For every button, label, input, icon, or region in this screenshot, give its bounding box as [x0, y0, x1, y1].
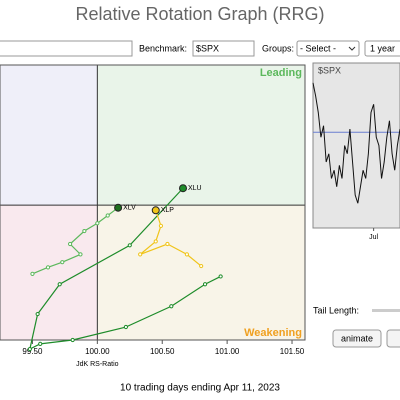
groups-label: Groups:: [262, 43, 294, 53]
mini-x-tick-label: Jul: [369, 234, 378, 241]
tail-point: [184, 252, 189, 257]
tail-point: [165, 241, 170, 247]
tail-point: [199, 263, 204, 269]
tail-point: [153, 239, 158, 244]
groups-value: - Select -: [300, 43, 336, 53]
tail-head: [179, 184, 187, 193]
benchmark-label: Benchmark:: [139, 43, 187, 53]
quadrant-improving: [0, 65, 98, 206]
groups-select[interactable]: [296, 40, 360, 57]
animate-label: animate: [341, 333, 373, 343]
tail-point: [67, 241, 73, 247]
plot-frame: [0, 64, 306, 341]
period-value: 1 year: [370, 43, 395, 53]
quadrant-label: Leading: [260, 67, 302, 79]
mini-title: $SPX: [318, 65, 341, 75]
tail-point: [38, 341, 43, 346]
x-tick-label: 100.50: [150, 347, 175, 356]
x-tick-label: 101.50: [280, 347, 305, 356]
x-tick-label: 99.50: [22, 347, 43, 356]
tail-point: [169, 304, 174, 309]
benchmark-value: $SPX: [196, 43, 219, 53]
x-axis-label: JdK RS-Ratio: [76, 361, 119, 368]
tail-point: [70, 337, 75, 343]
search-input[interactable]: [0, 40, 133, 57]
tail-point: [30, 271, 35, 276]
tail-point: [45, 265, 51, 270]
tail-label: Tail Length:: [313, 305, 359, 315]
tail-point: [78, 252, 83, 257]
tail-point: [35, 311, 40, 317]
quadrant-leading: [97, 65, 305, 206]
tail-point: [127, 243, 132, 248]
tail-point: [27, 346, 32, 352]
period-select[interactable]: [364, 40, 400, 57]
tail-head: [151, 206, 160, 215]
quadrant-lagging: [0, 205, 98, 340]
tail-point: [202, 282, 208, 287]
rrg-chart: Leading Weakening 99.50 100.00 100.50 101.00 1…: [0, 64, 306, 368]
tail-point: [82, 228, 87, 234]
quadrant-weakening: [97, 205, 305, 340]
x-tick-label: 101.00: [215, 347, 240, 356]
tail-point: [60, 260, 65, 265]
tail-point: [123, 324, 128, 330]
series-label: XLP: [161, 207, 175, 214]
page-title: Relative Rotation Graph (RRG): [75, 4, 324, 24]
series-label: XLU: [188, 185, 202, 192]
mini-chart: $SPX Jul: [312, 62, 400, 241]
footer: 10 trading days ending Apr 11, 2023: [120, 383, 280, 394]
series-label: XLV: [123, 205, 136, 212]
mini-frame: [312, 62, 400, 229]
tail-point: [138, 252, 143, 257]
tail-slider[interactable]: [372, 309, 400, 312]
tail-point: [218, 274, 223, 279]
x-tick-label: 100.00: [85, 347, 110, 356]
tail-point: [95, 221, 100, 226]
next-button[interactable]: [386, 329, 400, 348]
tail-head: [114, 203, 123, 212]
tail-point: [57, 282, 62, 287]
benchmark-input[interactable]: [192, 40, 255, 57]
quadrant-label: Weakening: [244, 327, 302, 339]
tail-point: [105, 213, 110, 218]
animate-button[interactable]: [332, 329, 382, 348]
price-line: [312, 82, 400, 204]
dropdown-arrow: [348, 46, 356, 51]
tail-point: [158, 223, 164, 228]
